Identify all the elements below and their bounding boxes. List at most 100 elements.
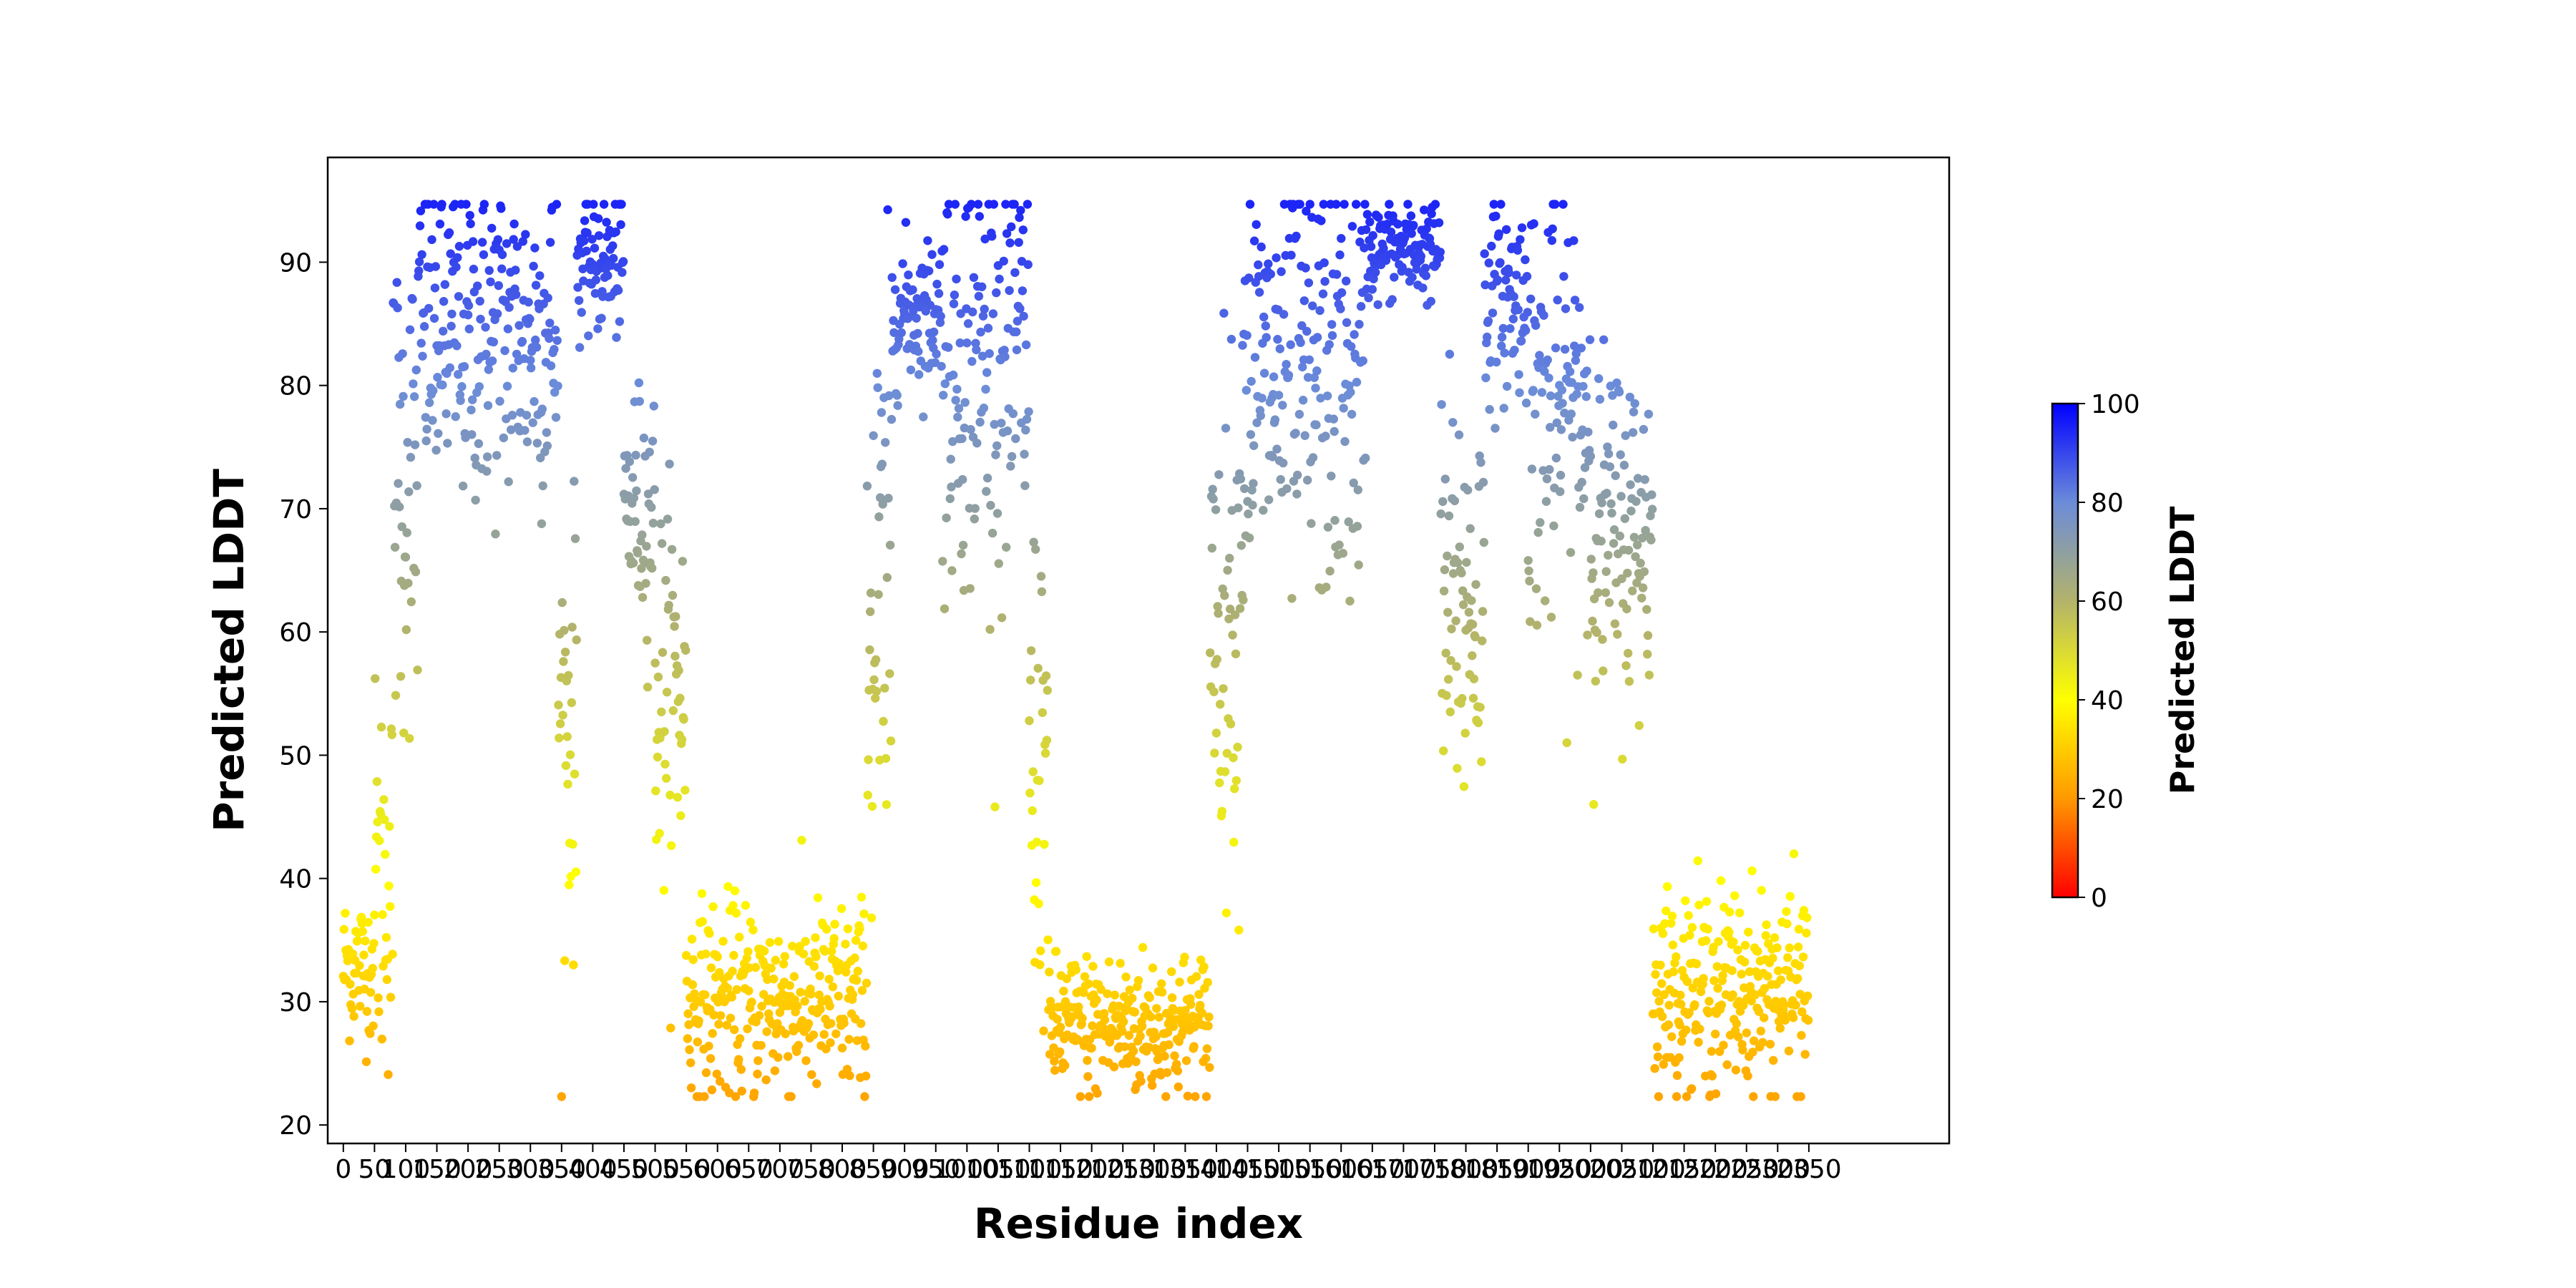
x-tick-label: 2000 (1558, 1155, 1624, 1184)
data-point (355, 961, 364, 970)
data-point (973, 200, 983, 209)
data-point (1103, 989, 1112, 999)
data-point (932, 349, 941, 358)
data-point (381, 932, 391, 942)
data-point (650, 485, 659, 494)
data-point (985, 625, 995, 634)
data-point (1803, 1015, 1813, 1025)
data-point (434, 429, 443, 438)
data-point (532, 439, 542, 448)
data-point (1018, 225, 1028, 235)
data-point (701, 990, 710, 1000)
data-point (1644, 670, 1654, 680)
data-point (674, 665, 683, 675)
data-point (1390, 273, 1399, 282)
data-point (558, 711, 567, 720)
data-point (1400, 233, 1410, 243)
data-point (593, 324, 602, 333)
data-point (950, 291, 960, 300)
data-point (1488, 308, 1498, 318)
data-point (401, 625, 411, 635)
data-point (762, 1027, 771, 1037)
data-point (1327, 320, 1337, 329)
data-point (1335, 540, 1344, 550)
data-point (1229, 837, 1239, 847)
data-point (1744, 927, 1753, 937)
data-point (512, 290, 521, 299)
data-point (1541, 596, 1550, 605)
data-point (1517, 223, 1527, 233)
data-point (1452, 662, 1461, 671)
data-point (615, 317, 625, 326)
data-point (1084, 979, 1093, 989)
data-point (1776, 975, 1785, 985)
data-point (1763, 972, 1772, 981)
data-point (1444, 511, 1454, 521)
data-point (1309, 373, 1319, 382)
data-point (1620, 514, 1629, 523)
data-point (1292, 489, 1302, 499)
data-point (1347, 409, 1357, 419)
data-point (402, 528, 411, 537)
data-point (801, 1056, 811, 1065)
data-point (497, 250, 507, 260)
data-point (683, 1034, 693, 1043)
data-point (944, 200, 954, 209)
y-tick-label: 30 (279, 988, 312, 1018)
data-point (1704, 997, 1714, 1006)
data-point (346, 980, 355, 989)
data-point (893, 401, 902, 410)
data-point (1162, 1068, 1172, 1078)
data-point (866, 607, 875, 616)
data-point (551, 413, 561, 422)
data-point (446, 249, 455, 258)
data-point (1233, 742, 1242, 752)
data-point (1340, 200, 1349, 209)
data-point (1093, 1088, 1102, 1098)
data-point (939, 391, 948, 400)
data-point (799, 950, 809, 959)
x-tick-label: 700 (756, 1155, 805, 1184)
data-point (1676, 990, 1685, 1000)
data-point (1779, 1000, 1789, 1010)
data-point (974, 291, 984, 301)
data-point (1525, 576, 1534, 586)
data-point (1733, 945, 1742, 955)
data-point (1241, 386, 1252, 395)
data-point (746, 917, 756, 927)
data-point (881, 753, 891, 763)
data-point (1360, 200, 1370, 209)
data-point (1438, 497, 1448, 507)
data-point (1020, 449, 1029, 459)
data-point (1239, 595, 1248, 605)
data-point (1216, 700, 1225, 709)
data-point (676, 811, 686, 821)
data-point (1000, 346, 1009, 355)
data-point (531, 335, 540, 345)
data-point (1138, 1022, 1147, 1031)
data-point (786, 1092, 796, 1101)
data-point (1020, 481, 1030, 490)
data-point (507, 425, 516, 434)
data-point (522, 411, 532, 420)
data-point (1731, 1065, 1741, 1075)
data-point (1540, 367, 1549, 376)
data-point (1509, 292, 1518, 301)
data-point (1272, 253, 1281, 263)
data-point (1440, 474, 1450, 484)
data-point (769, 974, 779, 984)
data-point (452, 341, 462, 351)
data-point (1204, 1021, 1213, 1030)
data-point (625, 457, 634, 467)
data-point (1118, 1017, 1128, 1027)
x-tick-label: 800 (818, 1155, 867, 1184)
data-point (483, 401, 493, 410)
data-point (1551, 343, 1561, 353)
data-point (687, 935, 697, 944)
data-point (887, 414, 897, 424)
data-point (1321, 431, 1330, 441)
data-point (1446, 655, 1455, 665)
data-point (557, 597, 567, 608)
data-point (1647, 490, 1657, 499)
data-point (1739, 1000, 1748, 1010)
